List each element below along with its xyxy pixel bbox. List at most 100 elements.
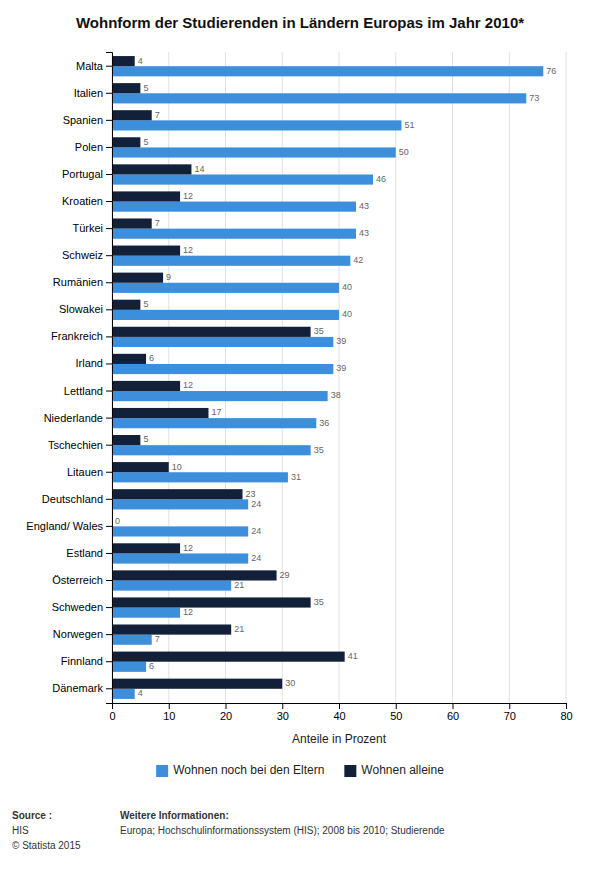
legend: Wohnen noch bei den Eltern Wohnen alleine [156,763,444,777]
tick-label: Portugal [62,168,103,180]
data-label: 73 [529,93,539,103]
bar [112,652,345,662]
data-label: 5 [143,137,148,147]
data-label: 76 [546,66,556,76]
tick-label: Frankreich [51,330,103,342]
tick: 0 [109,703,115,722]
tick-label: Österreich [52,574,103,586]
data-label: 30 [285,678,295,688]
tick-mark [106,580,112,581]
bar [112,391,328,401]
data-label: 24 [251,499,261,509]
annotation: Europa; Hochschulinformationssystem (HIS… [120,825,445,836]
tick-label: Tschechien [48,439,103,451]
data-label: 7 [155,634,160,644]
tick-mark [106,309,112,310]
data-label: 17 [211,407,221,417]
footer: Source :HIS© Statista 2015Weitere Inform… [12,810,445,851]
data-labels: 7673515046434342404039393836353124242421… [115,56,556,699]
bar [112,489,243,499]
tick-label: Dänemark [52,682,103,694]
bar [112,435,140,445]
bar [112,273,163,283]
data-label: 4 [138,56,143,66]
tick-mark [509,703,510,709]
tick: Polen [75,141,112,153]
tick: Dänemark [52,682,112,694]
tick: 50 [390,703,402,722]
tick-mark [106,336,112,337]
legend-item: Wohnen noch bei den Eltern [156,763,324,777]
bar [112,174,373,184]
bar [112,499,248,509]
tick-label: Rumänien [53,276,103,288]
chart: Wohnform der Studierenden in Ländern Eur… [0,0,600,883]
tick-label: Türkei [72,222,103,234]
data-label: 35 [314,597,324,607]
tick: Lettland [64,385,112,397]
tick: Malta [76,60,112,72]
legend-item: Wohnen alleine [344,763,444,777]
tick-mark [106,445,112,446]
data-label: 23 [246,489,256,499]
x-axis: 01020304050607080 [109,703,572,722]
tick-mark [106,607,112,608]
bar [112,66,543,76]
tick: Litauen [67,466,112,478]
tick-label: 10 [163,710,175,722]
data-label: 46 [376,174,386,184]
tick: Schweiz [62,249,112,261]
tick: 10 [163,703,175,722]
legend-label: Wohnen noch bei den Eltern [173,763,324,777]
data-label: 43 [359,201,369,211]
bar [112,283,339,293]
legend-swatch [156,765,168,777]
tick-label: 0 [109,710,115,722]
data-label: 21 [234,580,244,590]
tick-mark [169,703,170,709]
tick-label: 70 [504,710,516,722]
data-label: 5 [143,299,148,309]
tick: Österreich [52,574,112,586]
data-label: 12 [183,543,193,553]
tick-mark [106,688,112,689]
tick-label: Italien [74,87,103,99]
y-axis: MaltaItalienSpanienPolenPortugalKroatien… [26,53,112,704]
bar [112,381,180,391]
bar [112,164,191,174]
bar [112,597,311,607]
data-label: 5 [143,434,148,444]
bar [112,581,231,591]
tick-mark [106,418,112,419]
tick-label: Litauen [67,466,103,478]
tick-label: Polen [75,141,103,153]
tick-mark [106,661,112,662]
tick-mark [106,174,112,175]
bar [112,218,152,228]
tick: Türkei [72,222,112,234]
tick-label: Slowakei [59,303,103,315]
tick-label: Malta [76,60,104,72]
data-label: 12 [183,607,193,617]
tick-mark [106,363,112,364]
tick-label: Schweden [52,601,103,613]
bar [112,120,401,130]
tick-mark [106,255,112,256]
tick-mark [106,228,112,229]
grid-line [509,52,510,703]
tick-label: Estland [66,547,103,559]
bar [112,408,208,418]
series [112,66,543,699]
tick-label: 80 [560,710,572,722]
bar [112,110,152,120]
tick: 70 [504,703,516,722]
tick-mark [106,634,112,635]
bar [112,462,169,472]
tick-label: 40 [333,710,345,722]
data-label: 43 [359,228,369,238]
data-label: 38 [331,390,341,400]
bar [112,418,316,428]
tick-label: England/ Wales [26,520,103,532]
annotation: HIS [12,825,29,836]
tick: Rumänien [53,276,112,288]
